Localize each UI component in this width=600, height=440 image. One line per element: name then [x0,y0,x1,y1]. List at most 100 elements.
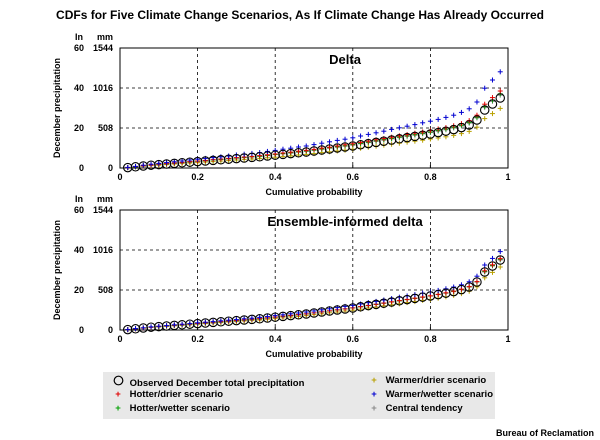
scenario-point [226,317,232,323]
scenario-point [474,124,480,130]
observed-point [146,160,156,170]
x-axis-label: Cumulative probability [265,349,362,359]
y-tick-label-mm: 1016 [93,83,113,93]
legend-item-hotter-drier: + Hotter/drier scenario [109,389,223,400]
scenario-point [156,160,162,166]
observed-point [293,148,304,158]
scenario-point [497,69,503,75]
scenario-point [412,122,418,128]
observed-point [278,149,288,160]
scenario-point [156,323,162,329]
observed-point [332,305,343,315]
scenario-point [148,324,154,330]
scenario-point [489,77,495,83]
scenario-point [125,327,131,333]
observed-point [340,304,350,314]
observed-point [270,312,280,322]
observed-point [161,159,172,169]
scenario-point [420,129,426,135]
legend-plus-icon: + [371,389,377,400]
observed-point [185,319,195,329]
observed-point [487,99,498,109]
scenario-point [342,147,348,153]
series-observed [123,255,505,335]
credit-text: Bureau of Reclamation [495,428,594,438]
scenario-point [187,321,193,327]
y-tick-label-in: 0 [79,163,84,173]
observed-point [200,318,211,328]
observed-point [324,144,335,154]
legend-circle-icon [109,375,127,389]
panel-title: Ensemble-informed delta [267,214,423,229]
scenario-point [466,279,472,285]
series-observed [123,93,505,173]
observed-point [138,323,149,333]
legend: Observed December total precipitation + … [103,372,495,419]
observed-point [208,155,218,166]
y-unit-mm: mm [97,194,113,204]
scenario-point [482,116,488,122]
scenario-point [482,262,488,268]
x-tick-label: 0.8 [424,172,437,182]
observed-point [216,317,226,327]
scenario-point [288,311,294,317]
legend-plus-icon: + [371,403,377,414]
legend-plus-icon: + [371,375,377,386]
observed-point [285,148,296,159]
observed-point [479,105,490,115]
scenario-point [272,313,278,319]
legend-item-hotter-wetter: + Hotter/wetter scenario [109,403,230,414]
legend-plus-icon: + [115,389,121,400]
scenario-point [125,164,131,170]
scenario-point [474,284,480,290]
observed-point [324,306,335,316]
observed-point [154,159,164,170]
legend-item-central-tendency: + Central tendency [365,403,463,414]
scenario-point [497,88,503,94]
scenario-point [451,112,457,118]
observed-point [169,320,180,331]
series-hotter-drier [125,88,503,171]
scenario-point [171,322,177,328]
x-tick-label: 0 [117,172,122,182]
scenario-point [482,85,488,91]
x-tick-label: 0.4 [269,334,282,344]
scenario-point [358,133,364,139]
scenario-point [412,138,418,144]
observed-point [464,282,474,292]
y-tick-label-mm: 0 [108,325,113,335]
y-tick-label-in: 60 [74,205,84,215]
observed-point [309,308,319,318]
scenario-point [319,140,325,146]
scenario-point [427,118,433,124]
scenario-point [272,147,278,153]
x-tick-label: 0.4 [269,172,282,182]
scenario-point [396,125,402,131]
scenario-point [466,106,472,112]
observed-point [317,145,327,155]
scenario-point [334,137,340,143]
legend-plus-icon: + [115,403,121,414]
scenario-point [148,161,154,167]
observed-point [301,147,311,157]
scenario-point [365,300,371,306]
observed-point [495,93,505,103]
observed-point [231,315,242,326]
x-tick-label: 1 [505,172,510,182]
y-unit-mm: mm [97,32,113,42]
scenario-point [133,163,139,169]
observed-point [340,142,350,152]
observed-point [464,120,474,130]
scenario-point [451,288,457,294]
y-tick-label-in: 20 [74,123,84,133]
scenario-point [482,268,488,274]
observed-point [223,154,234,164]
legend-item-warmer-wetter: + Warmer/wetter scenario [365,389,493,400]
scenario-point [381,297,387,303]
x-tick-label: 0.6 [347,334,360,344]
observed-point [154,321,164,332]
x-tick-label: 0 [117,334,122,344]
scenario-point [218,318,224,324]
observed-point [301,309,311,319]
